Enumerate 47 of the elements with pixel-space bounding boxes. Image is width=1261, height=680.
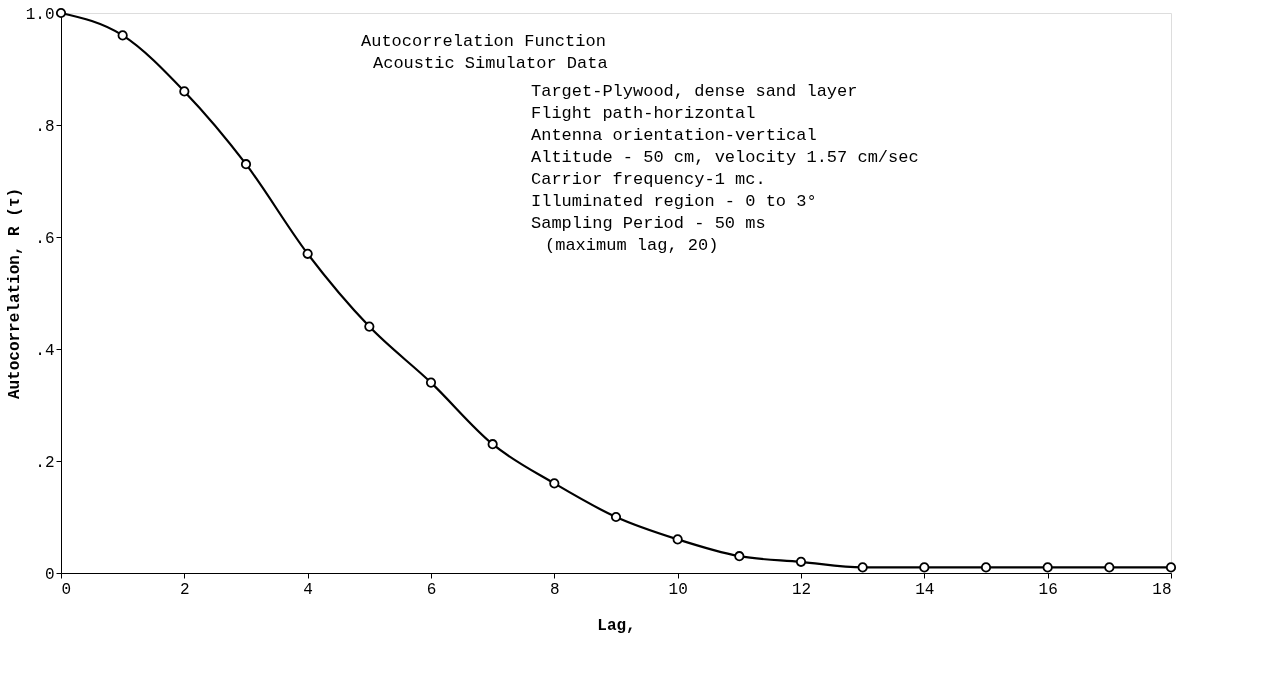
- point: [857, 562, 868, 573]
- annotation: (maximum lag, 20): [545, 236, 719, 255]
- point: [487, 439, 498, 450]
- text: Autocorrelation Function: [361, 32, 606, 51]
- annotation: Illuminated region - 0 to 3°: [531, 192, 817, 211]
- x-tick-label: 0: [61, 580, 72, 599]
- y-tick-label: .6: [35, 229, 55, 248]
- point: [1165, 562, 1177, 573]
- point: [117, 30, 128, 41]
- annotation: Sampling Period - 50 ms: [531, 214, 766, 233]
- x-tick-label: 16: [1038, 580, 1058, 599]
- point: [919, 562, 930, 573]
- point: [980, 562, 992, 573]
- point: [1042, 562, 1053, 573]
- y-tick-label: 0: [44, 565, 55, 584]
- x-axis-title: Lag,: [597, 616, 636, 635]
- point: [302, 248, 313, 259]
- annotation: Altitude - 50 cm, velocity 1.57 cm/sec: [531, 148, 919, 167]
- point: [179, 86, 190, 97]
- x-tick-label: 12: [791, 580, 812, 599]
- point: [55, 7, 67, 19]
- text: Acoustic Simulator Data: [373, 54, 608, 73]
- point: [795, 556, 807, 567]
- point: [672, 534, 683, 545]
- y-tick-label: .8: [35, 117, 55, 136]
- annotation: Target-Plywood, dense sand layer: [531, 82, 858, 101]
- x-tick-label: 18: [1152, 580, 1172, 599]
- point: [549, 478, 560, 489]
- x-tick-label: 8: [550, 580, 560, 599]
- annotation: Carrior frequency-1 mc.: [531, 170, 766, 189]
- point: [610, 511, 622, 523]
- y-axis-title: Autocorrelation, R (τ): [5, 187, 24, 400]
- point: [425, 377, 437, 388]
- annotation: Flight path-horizontal: [531, 104, 756, 123]
- point: [734, 551, 745, 562]
- x-tick-label: 10: [668, 580, 688, 599]
- x-tick-label: 2: [180, 580, 190, 599]
- y-tick-label: .4: [35, 341, 55, 360]
- point: [240, 159, 252, 170]
- y-tick-label: 1.0: [25, 5, 55, 24]
- annotation: Antenna orientation-vertical: [531, 126, 817, 145]
- point: [1104, 562, 1115, 573]
- x-tick-label: 4: [303, 580, 313, 599]
- point: [364, 321, 375, 332]
- y-tick-label: .2: [35, 453, 55, 472]
- x-tick-label: 14: [915, 580, 935, 599]
- x-tick-label: 6: [426, 580, 437, 599]
